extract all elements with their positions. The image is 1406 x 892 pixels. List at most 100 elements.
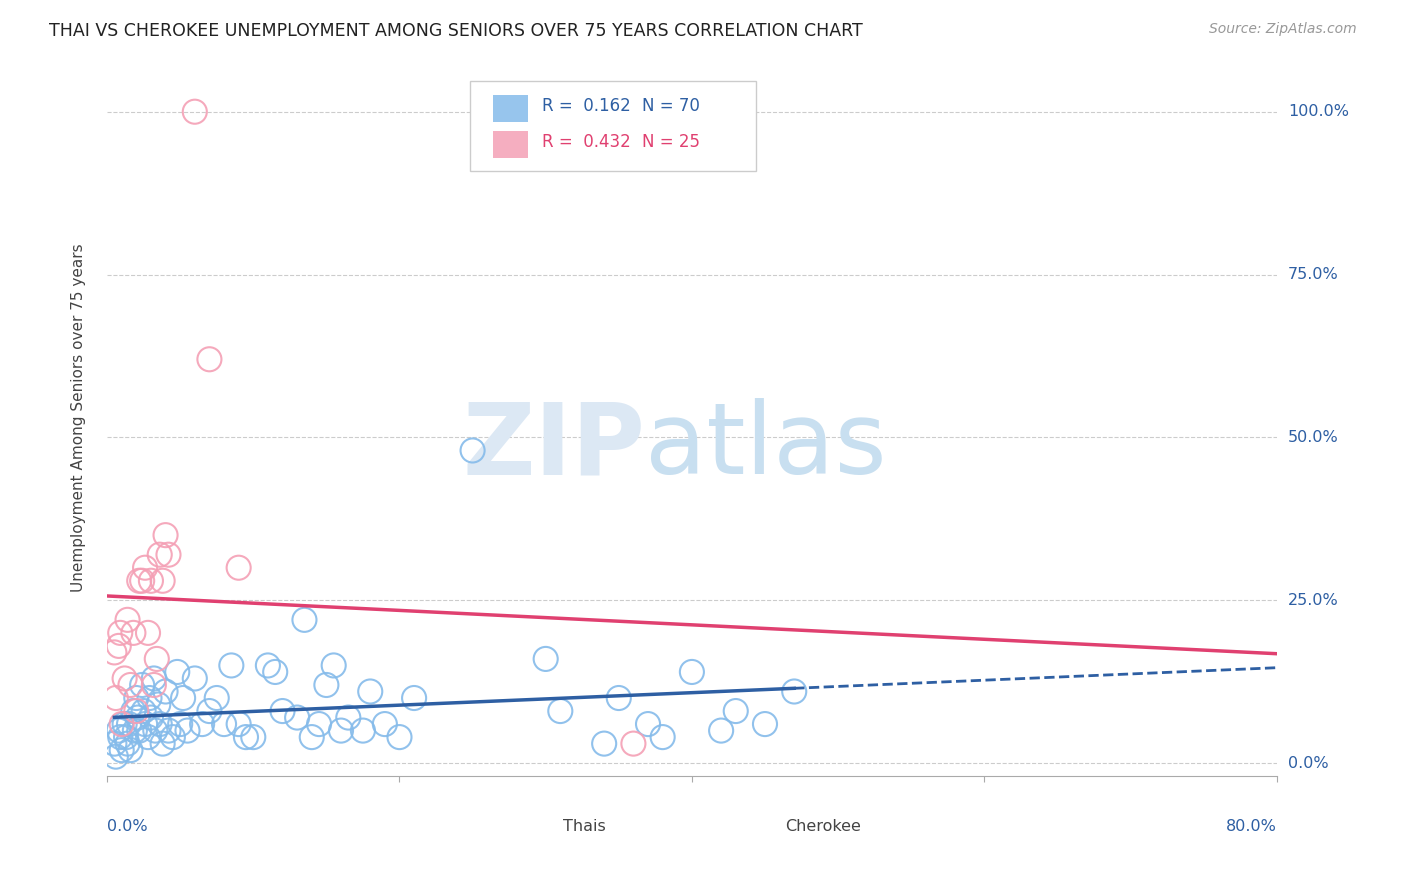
Point [152, 574, 174, 588]
Point [228, 560, 250, 574]
Point [138, 691, 160, 706]
Text: N = 70: N = 70 [641, 97, 699, 115]
Point [155, 684, 177, 698]
Point [148, 698, 170, 712]
Y-axis label: Unemployment Among Seniors over 75 years: Unemployment Among Seniors over 75 years [72, 244, 86, 592]
Point [221, 658, 243, 673]
Point [264, 665, 287, 679]
Point [169, 717, 191, 731]
Point [122, 625, 145, 640]
Point [118, 717, 141, 731]
Point [184, 104, 207, 119]
Point [235, 730, 257, 744]
Point [285, 710, 308, 724]
Point [103, 737, 125, 751]
Point [128, 723, 150, 738]
Point [125, 691, 148, 706]
Point [115, 730, 138, 744]
Point [146, 652, 169, 666]
Point [120, 743, 142, 757]
Point [754, 717, 776, 731]
Text: 100.0%: 100.0% [1288, 104, 1348, 120]
Point [242, 730, 264, 744]
Text: R =  0.162: R = 0.162 [543, 97, 631, 115]
Point [198, 704, 221, 718]
Point [359, 684, 381, 698]
Point [134, 717, 156, 731]
Text: Source: ZipAtlas.com: Source: ZipAtlas.com [1209, 22, 1357, 37]
Point [107, 639, 129, 653]
Point [198, 352, 221, 367]
Point [127, 710, 149, 724]
Text: 0.0%: 0.0% [1288, 756, 1329, 771]
Point [104, 749, 127, 764]
Point [131, 574, 153, 588]
Point [315, 678, 337, 692]
Point [117, 613, 139, 627]
Point [136, 625, 159, 640]
Point [157, 723, 180, 738]
Point [166, 665, 188, 679]
Point [117, 737, 139, 751]
Point [172, 691, 194, 706]
Point [103, 645, 125, 659]
Point [607, 691, 630, 706]
Point [550, 704, 572, 718]
Point [184, 672, 207, 686]
Point [157, 548, 180, 562]
Point [134, 560, 156, 574]
Point [271, 704, 294, 718]
Point [120, 678, 142, 692]
Point [111, 717, 134, 731]
Point [724, 704, 747, 718]
Text: 75.0%: 75.0% [1288, 267, 1339, 282]
Point [783, 684, 806, 698]
Point [404, 691, 426, 706]
Point [149, 717, 172, 731]
Point [337, 710, 360, 724]
Text: Thais: Thais [564, 819, 606, 834]
FancyBboxPatch shape [470, 81, 756, 170]
Point [152, 737, 174, 751]
Text: Cherokee: Cherokee [786, 819, 862, 834]
Point [125, 704, 148, 718]
Point [155, 528, 177, 542]
Text: ZIP: ZIP [463, 398, 645, 495]
Point [124, 723, 146, 738]
Point [352, 723, 374, 738]
Text: atlas: atlas [645, 398, 887, 495]
Point [114, 672, 136, 686]
FancyBboxPatch shape [522, 810, 555, 837]
Point [212, 717, 235, 731]
Point [107, 723, 129, 738]
Point [322, 658, 344, 673]
Point [388, 730, 411, 744]
Point [110, 730, 132, 744]
Text: 80.0%: 80.0% [1226, 819, 1277, 834]
Point [128, 574, 150, 588]
Point [139, 710, 162, 724]
Point [257, 658, 280, 673]
Point [142, 672, 165, 686]
Point [461, 443, 484, 458]
Point [162, 730, 184, 744]
Point [122, 704, 145, 718]
Point [308, 717, 330, 731]
Point [114, 717, 136, 731]
Point [104, 691, 127, 706]
Point [131, 678, 153, 692]
Point [294, 613, 316, 627]
Text: THAI VS CHEROKEE UNEMPLOYMENT AMONG SENIORS OVER 75 YEARS CORRELATION CHART: THAI VS CHEROKEE UNEMPLOYMENT AMONG SENI… [49, 22, 863, 40]
Point [228, 717, 250, 731]
Point [176, 723, 198, 738]
FancyBboxPatch shape [745, 810, 778, 837]
Point [136, 730, 159, 744]
Point [142, 678, 165, 692]
Point [143, 723, 166, 738]
Text: N = 25: N = 25 [641, 133, 700, 151]
Text: 50.0%: 50.0% [1288, 430, 1339, 445]
Text: 0.0%: 0.0% [107, 819, 148, 834]
Point [132, 704, 155, 718]
Point [301, 730, 323, 744]
Point [534, 652, 557, 666]
